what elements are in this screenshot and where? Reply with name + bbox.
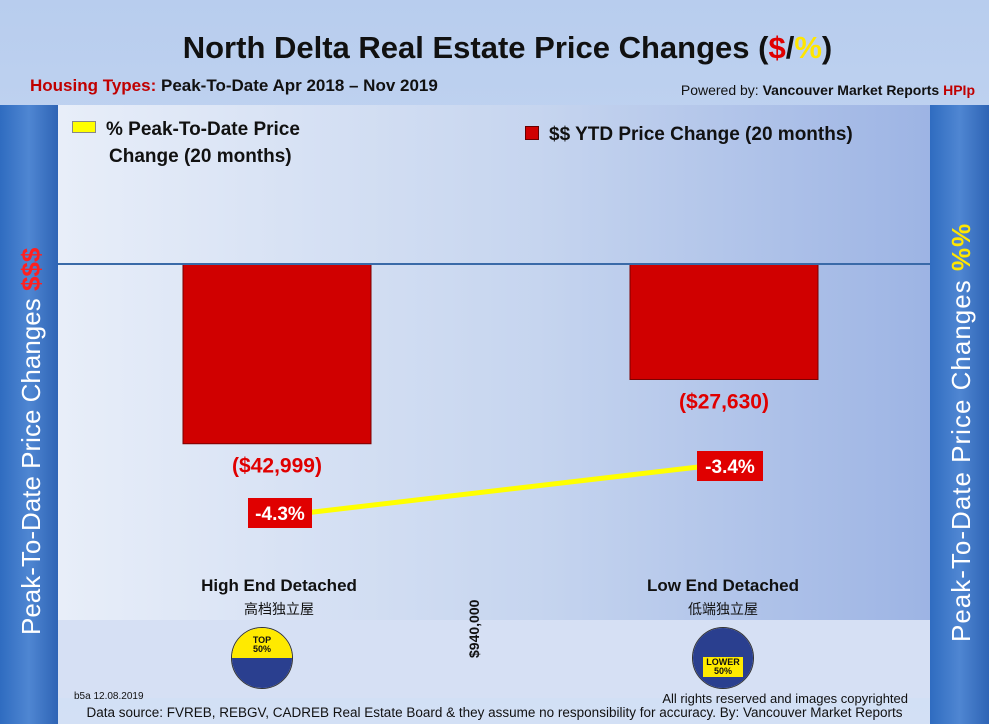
line-value-label: -3.4% <box>705 457 755 478</box>
title-percent: % <box>794 30 822 65</box>
badge-bottom-text: 50% <box>252 644 271 654</box>
badge-top-text: TOP <box>252 635 272 645</box>
legend-dollar: $$ YTD Price Change (20 months) <box>525 124 853 146</box>
title-dollar: $ <box>768 30 786 65</box>
housing-types-label: Housing Types: <box>30 76 157 95</box>
legend-dollar-label: $$ YTD Price Change (20 months) <box>549 124 853 145</box>
line-value-label: -4.3% <box>255 504 305 525</box>
line-label-box <box>697 451 763 481</box>
title-suffix: ) <box>821 30 833 65</box>
copyright-notice: All rights reserved and images copyright… <box>662 691 908 706</box>
bar-value-label: ($27,630) <box>679 390 769 413</box>
housing-types-value: Peak-To-Date Apr 2018 – Nov 2019 <box>160 76 438 95</box>
category-chinese-label: 低端独立屋 <box>688 601 758 617</box>
title-text: North Delta Real Estate Price Changes ( <box>182 30 769 65</box>
powered-by-prefix: Powered by: <box>680 82 759 98</box>
bar-value-label: ($42,999) <box>232 455 322 478</box>
right-axis-banner: Peak-To-Date Price Changes %% <box>930 105 989 724</box>
line-label-box <box>248 498 312 528</box>
legend-percent: % Peak-To-Date Price Change (20 months) <box>72 116 300 170</box>
category-chinese-label: 高档独立屋 <box>244 601 314 617</box>
bar <box>629 263 819 380</box>
data-source: Data source: FVREB, REBGV, CADREB Real E… <box>86 705 903 720</box>
legend-bar-swatch <box>525 125 539 140</box>
bar <box>182 263 372 445</box>
powered-by-brand: Vancouver Market Reports <box>762 82 940 98</box>
powered-by-hpi: HPIp <box>943 82 975 98</box>
top-50-badge: TOP 50% <box>231 627 293 689</box>
category-band <box>58 620 930 698</box>
series-line <box>302 463 710 516</box>
left-axis-banner: Peak-To-Date Price Changes $$$ <box>0 105 58 724</box>
badge-top-text: LOWER <box>706 657 740 667</box>
legend-percent-line1: % Peak-To-Date Price <box>106 119 300 140</box>
legend-percent-line2: Change (20 months) <box>109 146 292 167</box>
powered-by: Powered by: Vancouver Market Reports HPI… <box>681 82 975 98</box>
title-slash: / <box>785 30 795 65</box>
lower-50-badge: LOWER 50% <box>692 627 754 689</box>
category-label: Low End Detached <box>646 576 800 595</box>
legend-line-swatch <box>72 120 96 133</box>
chart-title: North Delta Real Estate Price Changes ($… <box>0 30 989 66</box>
housing-types: Housing Types: Peak-To-Date Apr 2018 – N… <box>30 76 438 96</box>
chart-code: b5a 12.08.2019 <box>74 691 144 702</box>
divider-price: $940,000 <box>466 599 482 658</box>
category-label: High End Detached <box>201 576 357 595</box>
badge-bottom-text: 50% <box>713 666 732 676</box>
